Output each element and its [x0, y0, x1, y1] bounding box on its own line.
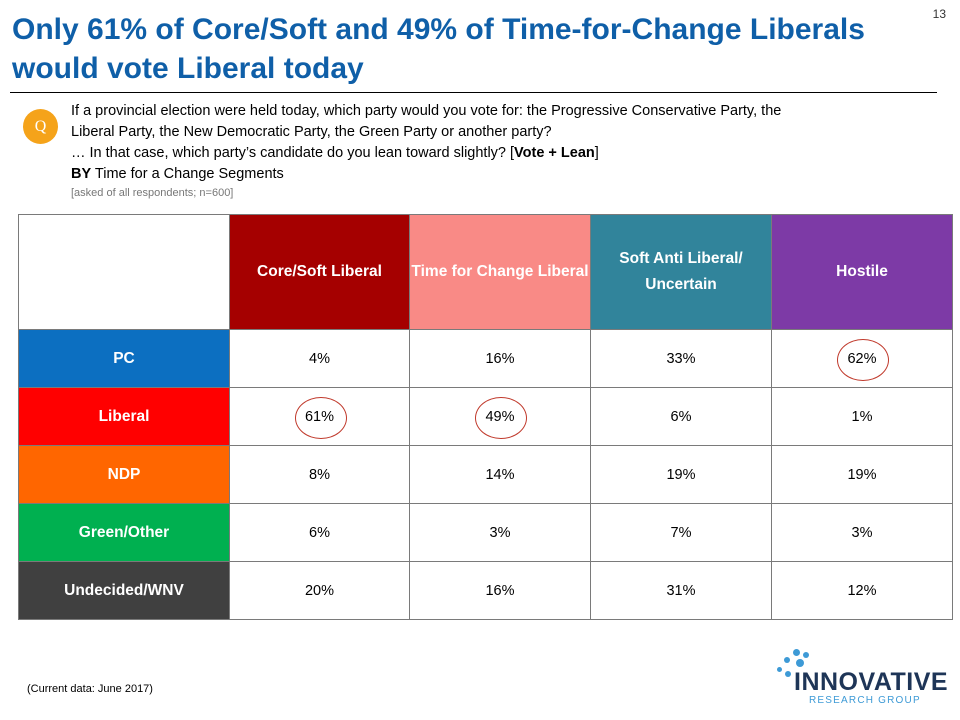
table-cell: 3% — [771, 503, 953, 562]
cell-value: 33% — [666, 350, 696, 367]
row-header: PC — [18, 329, 230, 388]
sample-note: [asked of all respondents; n=600] — [71, 187, 234, 199]
row-header: Undecided/WNV — [18, 561, 230, 620]
question-line-2: Liberal Party, the New Democratic Party,… — [71, 124, 552, 140]
logo-dot-icon — [796, 659, 804, 667]
table-row: Liberal 61% 49% 6% 1% — [18, 387, 953, 446]
table-cell: 1% — [771, 387, 953, 446]
logo-dot-icon — [803, 652, 809, 658]
table-cell: 33% — [590, 329, 772, 388]
cell-value-highlighted: 62% — [836, 338, 890, 381]
cell-value: 6% — [309, 524, 330, 541]
cell-value: 20% — [304, 582, 335, 599]
logo-dot-icon — [784, 657, 790, 663]
cell-value: 7% — [670, 524, 692, 541]
slide-title: Only 61% of Core/Soft and 49% of Time-fo… — [12, 13, 865, 85]
row-header: NDP — [18, 445, 230, 504]
table-cell: 16% — [409, 561, 591, 620]
row-header: Green/Other — [18, 503, 230, 562]
table-header-row: Core/Soft Liberal Time for Change Libera… — [18, 214, 953, 330]
table-cell: 20% — [229, 561, 410, 620]
table-cell: 3% — [409, 503, 591, 562]
logo-subtitle: RESEARCH GROUP — [809, 695, 921, 706]
row-header: Liberal — [18, 387, 230, 446]
table-cell: 7% — [590, 503, 772, 562]
table-cell: 12% — [771, 561, 953, 620]
column-header: Soft Anti Liberal/ Uncertain — [590, 214, 772, 330]
table-cell: 4% — [229, 329, 410, 388]
table-row: Undecided/WNV 20% 16% 31% 12% — [18, 561, 953, 620]
cell-value: 3% — [851, 524, 873, 541]
cell-value: 16% — [485, 582, 515, 599]
table-cell: 49% — [409, 387, 591, 446]
cell-value: 19% — [847, 466, 877, 483]
table-cell: 62% — [771, 329, 953, 388]
table-row: Green/Other 6% 3% 7% 3% — [18, 503, 953, 562]
results-table: Core/Soft Liberal Time for Change Libera… — [18, 214, 953, 620]
table-cell: 19% — [590, 445, 772, 504]
table-cell: 6% — [590, 387, 772, 446]
question-line-3: … In that case, which party’s candidate … — [71, 143, 941, 164]
logo-dot-icon — [793, 649, 800, 656]
cell-value: 16% — [485, 350, 515, 367]
table-corner-cell — [18, 214, 230, 330]
cell-value-highlighted: 49% — [474, 396, 528, 439]
question-line-4-bold: BY — [71, 166, 92, 182]
table-cell: 8% — [229, 445, 410, 504]
column-header: Time for Change Liberal — [409, 214, 591, 330]
table-cell: 16% — [409, 329, 591, 388]
question-line-4-rest: Time for a Change Segments — [91, 166, 284, 182]
cell-value: 8% — [309, 466, 330, 483]
table-cell: 19% — [771, 445, 953, 504]
table-cell: 61% — [229, 387, 410, 446]
cell-value-highlighted: 61% — [294, 396, 347, 439]
cell-value: 12% — [847, 582, 877, 599]
column-header: Core/Soft Liberal — [229, 214, 410, 330]
table-cell: 14% — [409, 445, 591, 504]
cell-value: 31% — [666, 582, 696, 599]
question-line-3-prefix: … In that case, which party’s candidate … — [71, 145, 515, 161]
cell-value: 4% — [309, 350, 330, 367]
question-text: If a provincial election were held today… — [71, 101, 941, 201]
cell-value: 6% — [670, 408, 692, 425]
table-row: NDP 8% 14% 19% 19% — [18, 445, 953, 504]
cell-value: 1% — [851, 408, 873, 425]
logo-name: INNOVATIVE — [794, 668, 949, 696]
innovative-research-logo: INNOVATIVE RESEARCH GROUP — [775, 645, 950, 710]
logo-dot-icon — [777, 667, 782, 672]
table-cell: 31% — [590, 561, 772, 620]
page-number: 13 — [932, 7, 946, 21]
cell-value: 19% — [666, 466, 696, 483]
cell-value: 3% — [489, 524, 511, 541]
cell-value: 14% — [485, 466, 515, 483]
question-line-3-suffix: ] — [594, 145, 599, 161]
question-line-3-bold: Vote + Lean — [514, 145, 595, 161]
question-line-4: BY Time for a Change Segments — [71, 164, 941, 185]
question-icon: Q — [23, 109, 58, 144]
logo-dot-icon — [785, 671, 791, 677]
column-header: Hostile — [771, 214, 953, 330]
title-divider — [10, 92, 937, 93]
question-line-1: If a provincial election were held today… — [71, 103, 782, 119]
table-row: PC 4% 16% 33% 62% — [18, 329, 953, 388]
data-date-footnote: (Current data: June 2017) — [27, 683, 153, 695]
table-cell: 6% — [229, 503, 410, 562]
